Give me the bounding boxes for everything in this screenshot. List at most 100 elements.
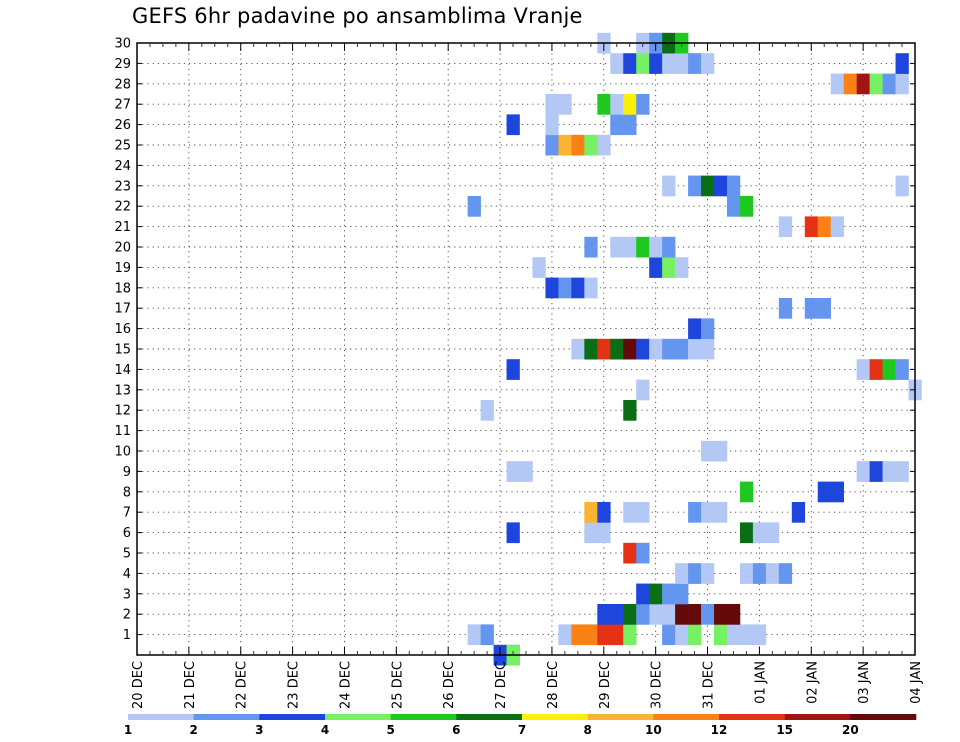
data-cell [739, 196, 754, 217]
legend-label: 6 [452, 723, 460, 737]
data-cell [804, 298, 819, 319]
data-cell [895, 359, 909, 380]
data-cell [688, 624, 702, 646]
data-cell [532, 257, 546, 278]
legend-swatch [784, 714, 851, 720]
y-tick-label: 12 [114, 404, 131, 419]
legend-label: 5 [386, 723, 394, 737]
data-cell [688, 502, 702, 523]
data-cell [675, 338, 689, 360]
data-cell [895, 175, 909, 197]
x-tick-label: 02 JAN [805, 661, 820, 704]
x-tick-label: 30 DEC [650, 661, 665, 709]
data-cell [856, 73, 870, 95]
data-cell [558, 277, 572, 299]
data-cell [726, 624, 741, 646]
data-cell [610, 624, 624, 646]
data-cell [662, 236, 676, 258]
data-cell [545, 134, 559, 156]
data-cell [545, 277, 559, 299]
data-cell [584, 236, 598, 258]
data-cell [895, 461, 909, 482]
legend-swatch [653, 714, 720, 720]
data-cell [817, 216, 832, 238]
grid-lines [136, 42, 916, 655]
x-tick-label: 29 DEC [598, 661, 613, 709]
data-cell [597, 94, 611, 115]
data-cell [726, 196, 741, 217]
y-tick-label: 23 [114, 179, 131, 194]
data-cell [701, 175, 715, 197]
data-cell [739, 522, 754, 544]
y-tick-label: 28 [114, 77, 131, 92]
y-tick-label: 13 [114, 383, 131, 398]
legend-swatch [193, 714, 260, 720]
data-cell [558, 94, 572, 115]
legend-label: 1 [124, 723, 132, 737]
data-cell [636, 542, 650, 564]
y-tick-label: 16 [114, 322, 131, 337]
data-cell [623, 236, 637, 258]
data-cell [610, 604, 624, 625]
data-cell [649, 257, 663, 278]
legend-label: 12 [711, 723, 728, 737]
data-cell [675, 563, 689, 584]
legend-label: 8 [583, 723, 591, 737]
x-tick-label: 22 DEC [235, 661, 250, 709]
data-cell [739, 624, 754, 646]
data-cell [675, 53, 689, 74]
legend-label: 15 [776, 723, 793, 737]
data-cell [662, 175, 676, 197]
y-tick-label: 20 [114, 241, 131, 256]
x-tick-label: 21 DEC [183, 661, 198, 709]
data-cell [714, 604, 728, 625]
data-cell [739, 563, 754, 584]
y-tick-label: 4 [123, 567, 131, 582]
x-tick-label: 24 DEC [338, 661, 353, 709]
data-cell [597, 134, 611, 156]
y-tick-label: 6 [123, 526, 131, 541]
data-cell [675, 624, 689, 646]
chart-title: GEFS 6hr padavine po ansamblima Vranje [132, 4, 583, 28]
data-cell [675, 257, 689, 278]
legend-swatch [390, 714, 457, 720]
data-cell [662, 624, 676, 646]
x-tick-label: 28 DEC [546, 661, 561, 709]
data-cell [662, 604, 676, 625]
data-cell [623, 502, 637, 523]
data-cell [752, 624, 767, 646]
y-tick-label: 11 [114, 424, 131, 439]
data-cell [623, 114, 637, 136]
data-cell [623, 604, 637, 625]
data-cell [610, 94, 624, 115]
data-cell [688, 563, 702, 584]
data-cell [480, 624, 494, 646]
data-cell [649, 583, 663, 605]
data-cell [662, 257, 676, 278]
data-cell [882, 73, 896, 95]
data-cell [895, 53, 909, 74]
data-cell [804, 216, 819, 238]
y-tick-label: 21 [114, 220, 131, 235]
data-cell [869, 359, 883, 380]
data-cell [623, 338, 637, 360]
data-cell [714, 502, 728, 523]
y-tick-label: 18 [114, 281, 131, 296]
x-tick-label: 23 DEC [287, 661, 302, 709]
data-cell [467, 624, 481, 646]
x-tick-label: 26 DEC [442, 661, 457, 709]
data-cell [623, 400, 637, 421]
data-cell [506, 359, 520, 380]
data-cell [869, 73, 883, 95]
data-cell [895, 73, 909, 95]
legend-swatch [719, 714, 785, 720]
legend-swatch [128, 714, 194, 720]
data-cell [856, 359, 870, 380]
color-legend: 1 2 3 4 5 6 7 8 10 12 15 20 [124, 714, 917, 737]
data-cell [558, 624, 572, 646]
data-cell [636, 502, 650, 523]
data-cell [688, 175, 702, 197]
data-cell [636, 604, 650, 625]
data-cell [584, 277, 598, 299]
